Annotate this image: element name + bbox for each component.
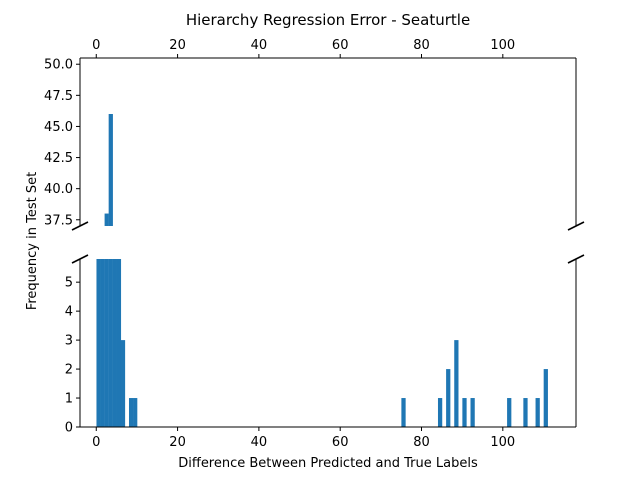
bar-bottom <box>437 398 443 427</box>
axis-break-marks <box>71 221 585 264</box>
x-tick-label-top: 20 <box>169 38 186 53</box>
y-tick-label: 3 <box>65 334 73 349</box>
bar-bottom <box>401 398 406 427</box>
bar-bottom <box>116 259 122 427</box>
break-mark <box>71 254 89 264</box>
x-tick-label-bottom: 40 <box>251 435 268 450</box>
y-tick-label: 2 <box>65 363 73 378</box>
x-tick-label-top: 60 <box>332 38 349 53</box>
bar-bottom <box>104 259 109 427</box>
y-tick-label: 1 <box>65 392 73 407</box>
y-tick-label: 4 <box>65 305 73 320</box>
y-tick-label: 50.0 <box>44 58 73 73</box>
break-mark <box>71 221 89 231</box>
bar-bottom <box>446 369 451 427</box>
bar-bottom <box>454 340 459 427</box>
x-tick-label-bottom: 60 <box>332 435 349 450</box>
bar-bottom <box>507 398 512 427</box>
bar-bottom <box>108 259 113 427</box>
bar-bottom <box>462 398 467 427</box>
y-tick-label: 42.5 <box>44 151 73 166</box>
y-tick-label: 37.5 <box>44 213 73 228</box>
bottom-bars <box>96 259 548 427</box>
top-axes: 37.5 40.0 42.5 45.0 47.5 50.0 0 20 40 60 80 100 <box>44 38 577 228</box>
top-panel: 37.5 40.0 42.5 45.0 47.5 50.0 0 20 40 60 80 100 <box>44 38 577 228</box>
bar-bottom <box>100 259 105 427</box>
bar-bottom <box>120 340 126 427</box>
bar-top <box>104 213 109 226</box>
y-axis-title: Frequency in Test Set <box>25 172 40 310</box>
bar-bottom <box>523 398 528 427</box>
bar-bottom <box>543 369 548 427</box>
x-tick-label-bottom: 0 <box>92 435 100 450</box>
bar-bottom <box>96 259 101 427</box>
y-tick-label: 40.0 <box>44 182 73 197</box>
bottom-panel: 0 1 2 3 4 5 0 20 40 60 80 100 <box>65 259 577 450</box>
x-tick-label-bottom: 100 <box>490 435 515 450</box>
x-tick-label-bottom: 80 <box>413 435 430 450</box>
x-tick-label-top: 0 <box>92 38 100 53</box>
break-mark <box>567 221 585 231</box>
x-tick-label-top: 100 <box>490 38 515 53</box>
bar-bottom <box>470 398 475 427</box>
chart-title: Hierarchy Regression Error - Seaturtle <box>186 11 470 29</box>
x-tick-label-bottom: 20 <box>169 435 186 450</box>
break-mark <box>567 254 585 264</box>
y-tick-label: 5 <box>65 276 73 291</box>
y-tick-label: 45.0 <box>44 120 73 135</box>
bar-bottom <box>112 259 117 427</box>
bar-bottom <box>128 398 134 427</box>
bar-top <box>108 114 113 226</box>
bar-bottom <box>535 398 540 427</box>
bottom-axes: 0 1 2 3 4 5 0 20 40 60 80 100 <box>65 259 577 450</box>
top-bars <box>104 114 113 226</box>
x-tick-label-top: 80 <box>413 38 430 53</box>
x-tick-label-top: 40 <box>251 38 268 53</box>
y-tick-label: 47.5 <box>44 89 73 104</box>
y-tick-label: 0 <box>65 421 73 436</box>
x-axis-title: Difference Between Predicted and True La… <box>178 456 478 471</box>
bar-bottom <box>133 398 138 427</box>
